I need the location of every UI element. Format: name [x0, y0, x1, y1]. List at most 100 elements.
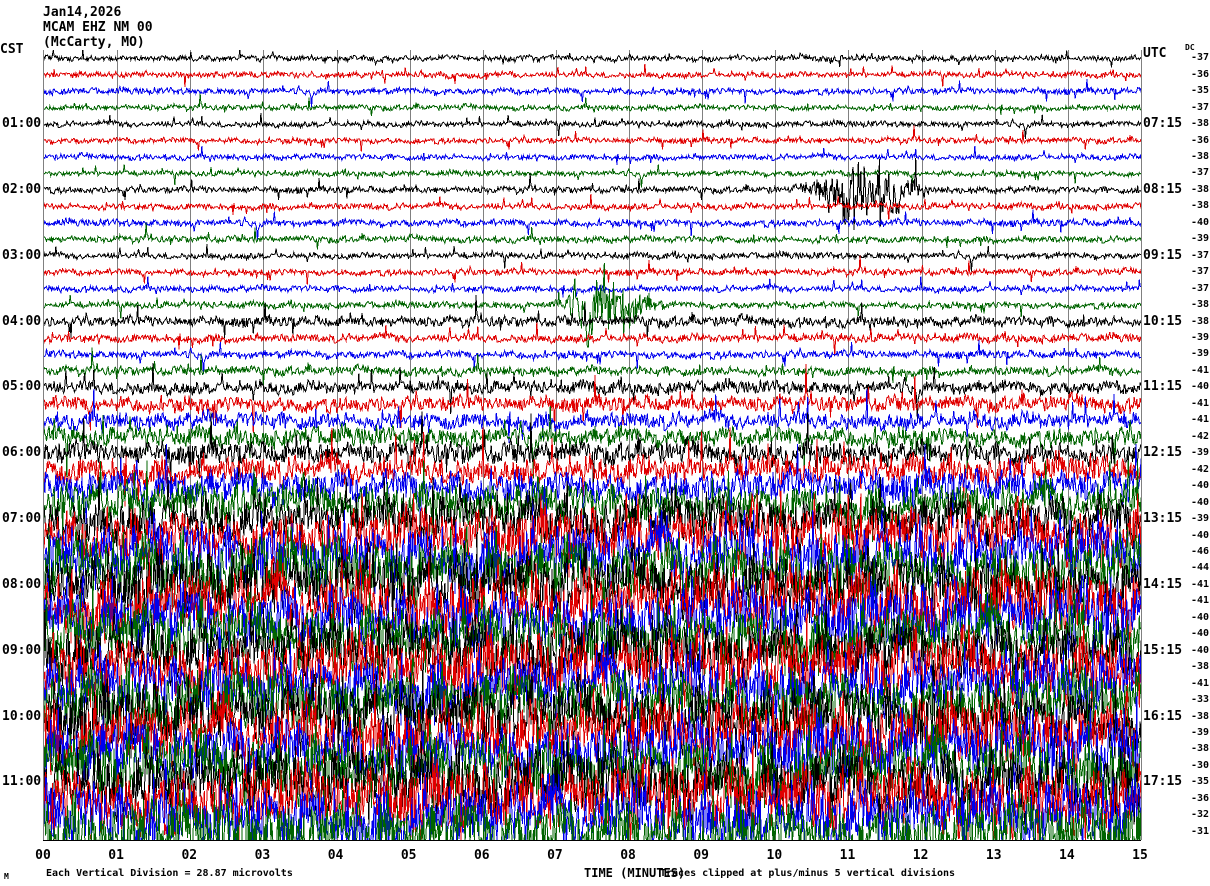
header-location: (McCarty, MO)	[43, 35, 145, 50]
trace-row-46	[44, 773, 1141, 840]
dc-offset-row-2: -35	[1190, 85, 1209, 97]
utc-label-15:15: 15:15	[1143, 642, 1183, 658]
utc-label-11:15: 11:15	[1143, 379, 1183, 395]
trace-row-6	[44, 146, 1141, 165]
left-timezone-label: CST	[0, 42, 24, 57]
dc-offset-row-20: -40	[1190, 381, 1209, 393]
cst-label-06:00: 06:00	[2, 445, 42, 461]
x-axis-title: TIME (MINUTES)	[584, 866, 686, 880]
trace-row-11	[44, 222, 1141, 250]
trace-row-8	[44, 158, 1141, 231]
cst-label-05:00: 05:00	[2, 379, 42, 395]
x-tick-07: 07	[547, 848, 563, 863]
cst-label-04:00: 04:00	[2, 313, 42, 329]
x-tick-05: 05	[400, 848, 417, 863]
x-tick-06: 06	[473, 848, 490, 863]
dc-offset-row-42: -38	[1190, 743, 1209, 755]
dc-offset-row-13: -37	[1190, 266, 1209, 278]
dc-offset-row-44: -35	[1190, 776, 1209, 788]
utc-label-14:15: 14:15	[1143, 576, 1183, 592]
dc-offset-row-17: -39	[1190, 332, 1209, 344]
dc-offset-row-21: -41	[1190, 397, 1209, 409]
dc-offset-row-41: -39	[1190, 727, 1209, 739]
dc-offset-row-25: -42	[1190, 463, 1209, 475]
dc-offset-row-29: -40	[1190, 529, 1209, 541]
dc-offset-row-10: -40	[1190, 216, 1209, 228]
dc-offset-row-22: -41	[1190, 414, 1209, 426]
cst-label-10:00: 10:00	[2, 708, 42, 724]
header-station: MCAM EHZ NM 00	[43, 20, 153, 35]
x-tick-02: 02	[181, 848, 198, 863]
grid-line-minute-2	[190, 50, 192, 840]
dc-offset-row-31: -44	[1190, 562, 1209, 574]
trace-row-12	[44, 244, 1141, 272]
dc-offset-row-26: -40	[1190, 480, 1209, 492]
grid-line-minute-14	[1067, 50, 1069, 840]
dc-offset-row-15: -38	[1190, 299, 1209, 311]
grid-line-minute-7	[555, 50, 557, 840]
trace-row-42	[44, 707, 1141, 792]
utc-label-09:15: 09:15	[1143, 247, 1183, 263]
cst-label-01:00: 01:00	[2, 116, 42, 132]
x-tick-15: 15	[1132, 848, 1148, 863]
trace-row-3	[44, 93, 1141, 117]
dc-offset-row-6: -38	[1190, 150, 1209, 162]
dc-offset-row-47: -31	[1190, 825, 1209, 837]
helicorder-plot[interactable]	[43, 50, 1142, 840]
trace-row-19	[44, 347, 1141, 386]
dc-offset-row-43: -30	[1190, 759, 1209, 771]
trace-row-18	[44, 340, 1141, 375]
trace-row-36	[44, 608, 1141, 694]
dc-offset-row-11: -39	[1190, 233, 1209, 245]
x-tick-09: 09	[693, 848, 710, 863]
dc-offset-row-19: -41	[1190, 364, 1209, 376]
utc-label-16:15: 16:15	[1143, 708, 1183, 724]
grid-line-minute-8	[629, 50, 631, 840]
trace-row-22	[44, 388, 1141, 444]
dc-offset-row-3: -37	[1190, 101, 1209, 113]
dc-offset-row-30: -46	[1190, 545, 1209, 557]
dc-offset-row-5: -36	[1190, 134, 1209, 146]
grid-line-minute-5	[409, 50, 411, 840]
dc-column-header: DC	[1185, 43, 1195, 52]
trace-row-47	[44, 789, 1141, 840]
header-date: Jan14,2026	[43, 5, 122, 20]
dc-offset-row-0: -37	[1190, 52, 1209, 64]
utc-label-08:15: 08:15	[1143, 181, 1183, 197]
dc-offset-row-27: -40	[1190, 496, 1209, 508]
trace-row-13	[44, 255, 1141, 285]
clipping-note: Traces clipped at plus/minus 5 vertical …	[660, 868, 956, 879]
trace-row-39	[44, 658, 1141, 743]
trace-row-14	[44, 276, 1141, 298]
utc-label-07:15: 07:15	[1143, 116, 1183, 132]
dc-offset-row-39: -33	[1190, 694, 1209, 706]
utc-label-12:15: 12:15	[1143, 445, 1183, 461]
grid-line-minute-10	[775, 50, 777, 840]
trace-row-9	[44, 194, 1141, 220]
x-tick-12: 12	[912, 848, 929, 863]
dc-offset-row-8: -38	[1190, 183, 1209, 195]
x-tick-13: 13	[985, 848, 1002, 863]
cst-label-11:00: 11:00	[2, 774, 42, 790]
utc-label-17:15: 17:15	[1143, 774, 1183, 790]
trace-row-1	[44, 63, 1141, 88]
dc-offset-row-24: -39	[1190, 447, 1209, 459]
dc-offset-row-40: -38	[1190, 710, 1209, 722]
trace-row-16	[44, 294, 1141, 338]
cst-label-09:00: 09:00	[2, 642, 42, 658]
dc-offset-row-38: -41	[1190, 677, 1209, 689]
trace-row-17	[44, 322, 1141, 356]
dc-offset-row-45: -36	[1190, 792, 1209, 804]
x-tick-10: 10	[766, 848, 783, 863]
dc-offset-row-18: -39	[1190, 348, 1209, 360]
axis-baseline	[43, 840, 1141, 841]
left-mark-label: M	[4, 872, 9, 881]
grid-line-minute-9	[702, 50, 704, 840]
trace-row-25	[44, 427, 1141, 512]
dc-offset-row-28: -39	[1190, 513, 1209, 525]
right-timezone-label: UTC	[1143, 46, 1167, 61]
dc-offset-row-16: -38	[1190, 315, 1209, 327]
trace-row-4	[44, 113, 1141, 139]
grid-line-minute-1	[117, 50, 119, 840]
x-tick-04: 04	[327, 848, 344, 863]
